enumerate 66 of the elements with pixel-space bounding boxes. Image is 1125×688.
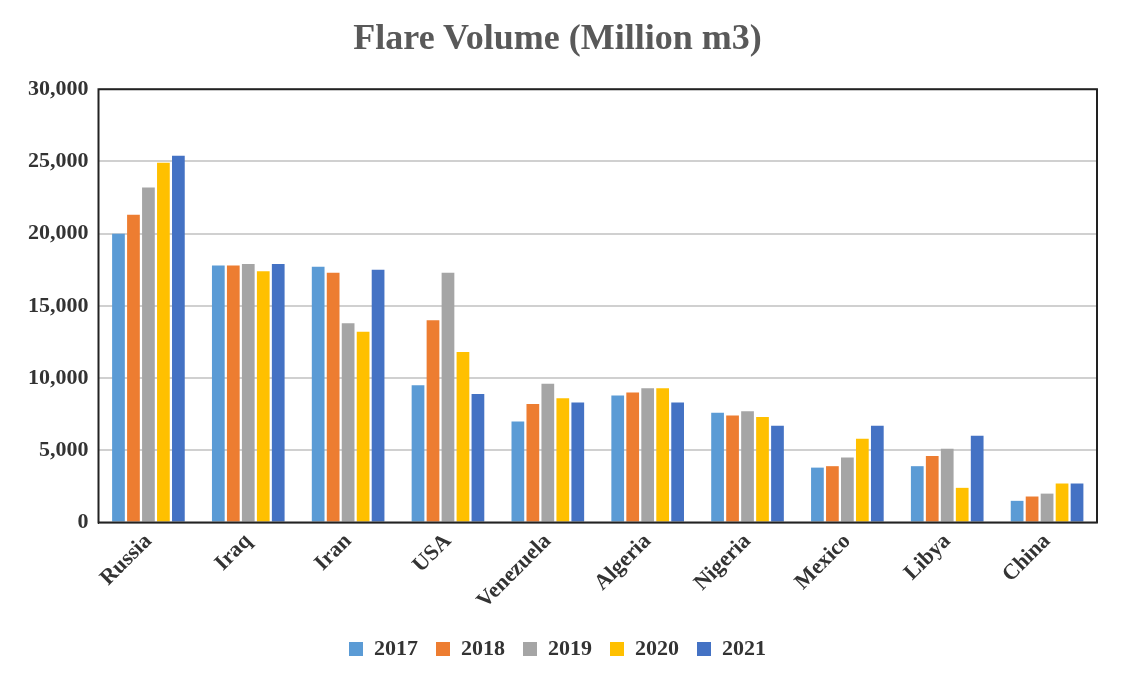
bar	[641, 388, 655, 522]
bar	[841, 457, 854, 522]
bar	[811, 467, 824, 522]
bar	[970, 435, 984, 522]
bar	[511, 421, 525, 522]
bar	[411, 385, 425, 522]
bar	[456, 352, 470, 522]
x-tick-label: Iraq	[208, 527, 257, 575]
x-tick-label: Iran	[308, 527, 356, 575]
legend-label: 2021	[722, 634, 766, 660]
bar	[756, 417, 769, 522]
bar	[1070, 483, 1084, 522]
bar	[326, 272, 340, 522]
bar	[172, 155, 185, 522]
chart-title: Flare Volume (Million m3)	[353, 16, 762, 57]
bar	[955, 487, 969, 522]
bar	[142, 187, 155, 522]
bar	[726, 415, 739, 522]
y-tick-label: 25,000	[28, 147, 89, 173]
bar	[556, 398, 570, 522]
y-tick-label: 30,000	[28, 74, 89, 100]
bar	[671, 402, 684, 522]
bar	[256, 271, 270, 522]
bar	[226, 265, 240, 522]
bar	[471, 393, 485, 522]
bar	[127, 214, 140, 522]
bar	[341, 323, 355, 522]
bar	[211, 265, 225, 522]
bar	[910, 466, 924, 522]
bar	[241, 263, 255, 522]
bar	[371, 269, 385, 522]
bar	[611, 395, 625, 522]
y-tick-label: 20,000	[28, 219, 89, 245]
bar	[1040, 493, 1054, 522]
bar	[870, 425, 884, 522]
bar	[855, 438, 869, 522]
bar	[441, 272, 455, 522]
y-tick-label: 0	[77, 508, 89, 534]
bar	[656, 388, 670, 522]
bar	[1010, 500, 1024, 522]
legend-label: 2020	[635, 634, 679, 660]
y-tick-label: 5,000	[39, 435, 89, 461]
bar	[541, 383, 555, 522]
bar	[311, 266, 325, 522]
legend-label: 2019	[548, 634, 592, 660]
y-tick-label: 10,000	[28, 363, 89, 389]
bar	[1025, 496, 1039, 522]
y-tick-label: 15,000	[28, 291, 89, 317]
bar	[1055, 483, 1069, 522]
bar	[157, 162, 170, 522]
bar	[626, 392, 640, 522]
bar	[826, 466, 839, 522]
bar	[711, 412, 724, 522]
legend-label: 2017	[374, 634, 418, 660]
bar	[112, 233, 125, 522]
bar	[271, 263, 285, 522]
bar	[940, 448, 954, 522]
bar	[426, 320, 440, 522]
bar	[741, 411, 754, 522]
legend-label: 2018	[461, 634, 505, 660]
bar	[526, 404, 540, 522]
bar	[571, 402, 585, 522]
bar	[925, 456, 939, 522]
bar	[771, 425, 784, 522]
x-tick-label: USA	[406, 527, 456, 577]
bar	[356, 331, 370, 522]
